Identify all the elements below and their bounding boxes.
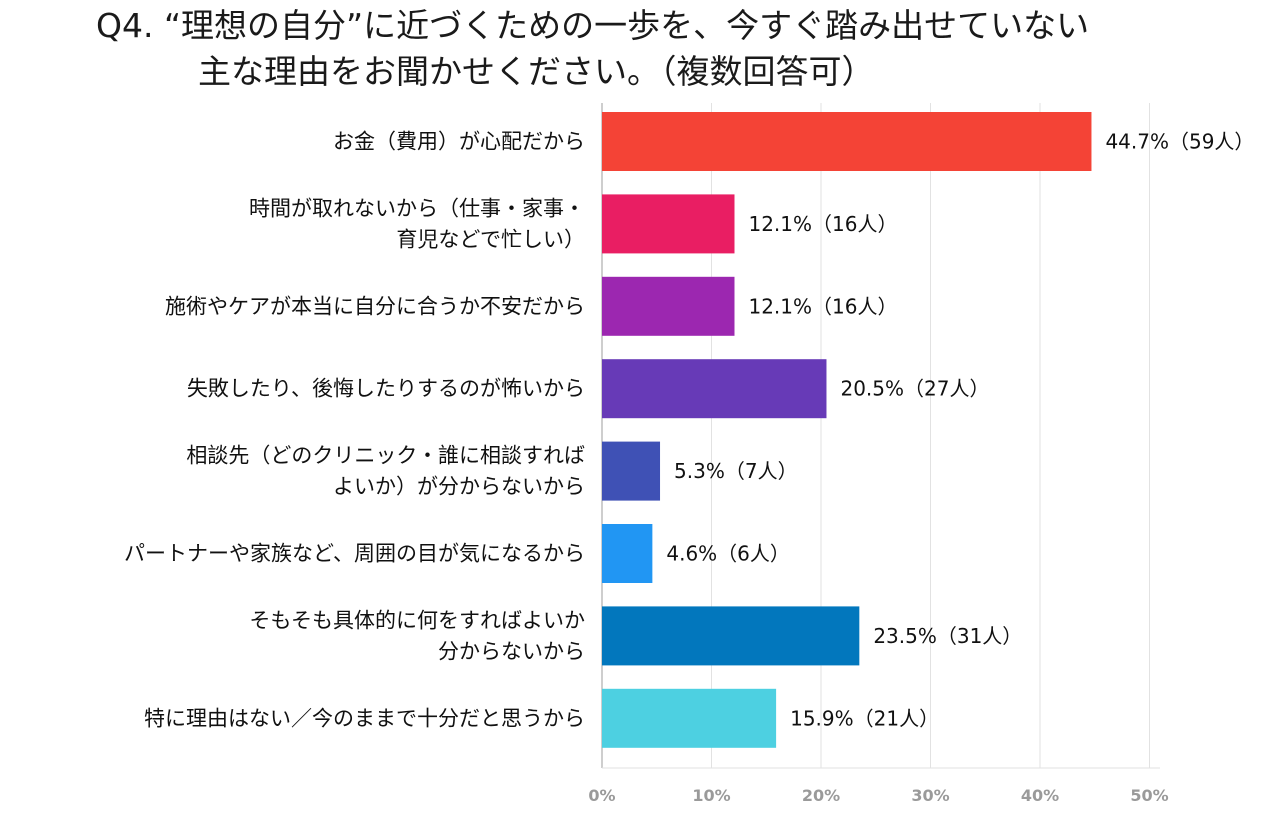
data-label: 20.5%（27人） — [840, 377, 989, 401]
category-label: パートナーや家族など、周囲の目が気になるから — [124, 542, 585, 566]
data-label: 12.1%（16人） — [748, 294, 897, 318]
bar — [602, 524, 653, 583]
chart-title-line-2: 主な理由をお聞かせください。（複数回答可） — [198, 52, 875, 91]
category-label: 失敗したり、後悔したりするのが怖いから — [187, 377, 585, 401]
x-tick-label: 0% — [588, 786, 615, 805]
x-tick-label: 40% — [1021, 786, 1059, 805]
bar — [602, 606, 860, 666]
bar — [602, 112, 1092, 171]
category-label: 育児などで忙しい） — [396, 227, 585, 251]
x-tick-label: 20% — [802, 786, 840, 805]
bar — [602, 441, 661, 501]
data-label: 12.1%（16人） — [748, 212, 897, 236]
category-label: よいか）が分からないから — [333, 475, 585, 499]
data-label: 5.3%（7人） — [674, 459, 798, 483]
data-label: 15.9%（21人） — [790, 706, 939, 730]
data-label: 4.6%（6人） — [666, 542, 790, 566]
category-label: 施術やケアが本当に自分に合うか不安だから — [165, 294, 585, 318]
category-label: 特に理由はない／今のままで十分だと思うから — [144, 706, 585, 730]
category-label: 時間が取れないから（仕事・家事・ — [249, 196, 585, 220]
bar — [602, 688, 777, 748]
category-label: お金（費用）が心配だから — [333, 130, 585, 154]
category-label: 分からないから — [438, 639, 585, 663]
x-tick-label: 30% — [911, 786, 949, 805]
data-label: 44.7%（59人） — [1105, 130, 1254, 154]
x-tick-label: 50% — [1130, 786, 1168, 805]
bar — [602, 194, 735, 254]
x-tick-label: 10% — [692, 786, 730, 805]
bar — [602, 276, 735, 336]
data-label: 23.5%（31人） — [873, 624, 1022, 648]
category-label: 相談先（どのクリニック・誰に相談すれば — [186, 444, 585, 468]
bar — [602, 359, 827, 419]
category-label: そもそも具体的に何をすればよいか — [249, 608, 585, 632]
chart-title-line-1: Q4. “理想の自分”に近づくための一歩を、今すぐ踏み出せていない — [96, 6, 1090, 45]
